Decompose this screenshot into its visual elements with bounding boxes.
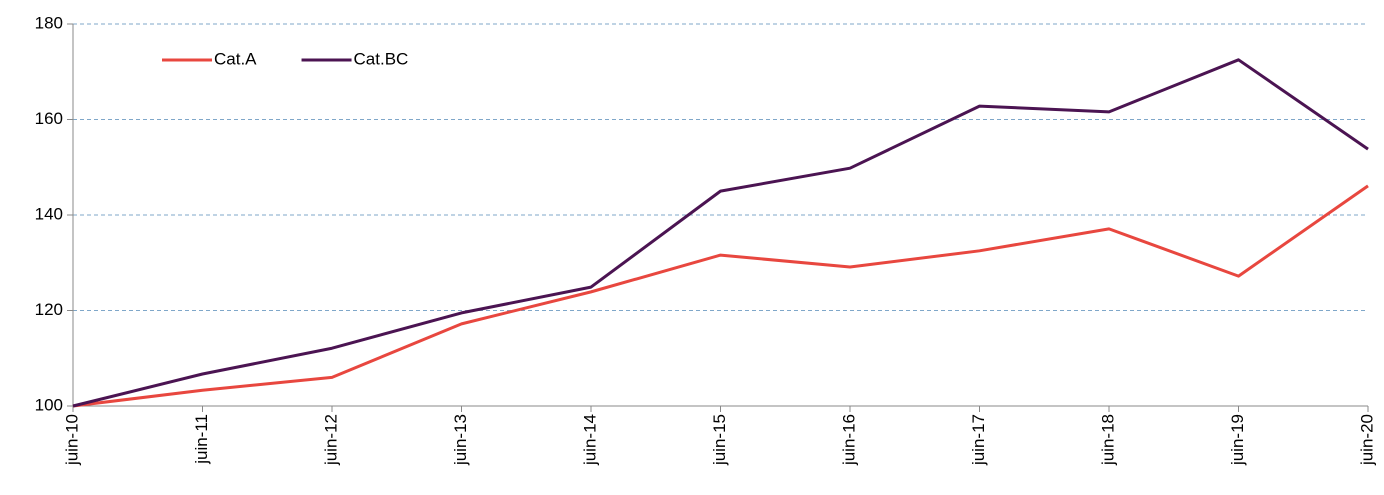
y-tick-label: 120 xyxy=(35,300,63,319)
x-tick-label: juin-16 xyxy=(839,414,858,466)
x-tick-label: juin-12 xyxy=(321,414,340,466)
x-tick-label: juin-10 xyxy=(62,414,81,466)
legend-label: Cat.A xyxy=(214,49,257,68)
legend-label: Cat.BC xyxy=(354,49,409,68)
y-tick-label: 160 xyxy=(35,109,63,128)
x-tick-label: juin-15 xyxy=(710,414,729,466)
x-tick-label: juin-18 xyxy=(1098,414,1117,466)
series-line xyxy=(72,184,1369,408)
y-tick-label: 180 xyxy=(35,13,63,32)
x-tick-label: juin-20 xyxy=(1357,414,1376,466)
x-tick-label: juin-11 xyxy=(192,414,211,465)
x-tick-label: juin-13 xyxy=(451,414,470,466)
x-tick-label: juin-14 xyxy=(580,414,599,466)
x-tick-label: juin-17 xyxy=(969,414,988,466)
y-tick-label: 100 xyxy=(35,395,63,414)
series-line xyxy=(72,58,1369,408)
x-tick-label: juin-19 xyxy=(1228,414,1247,466)
y-tick-label: 140 xyxy=(35,204,63,223)
